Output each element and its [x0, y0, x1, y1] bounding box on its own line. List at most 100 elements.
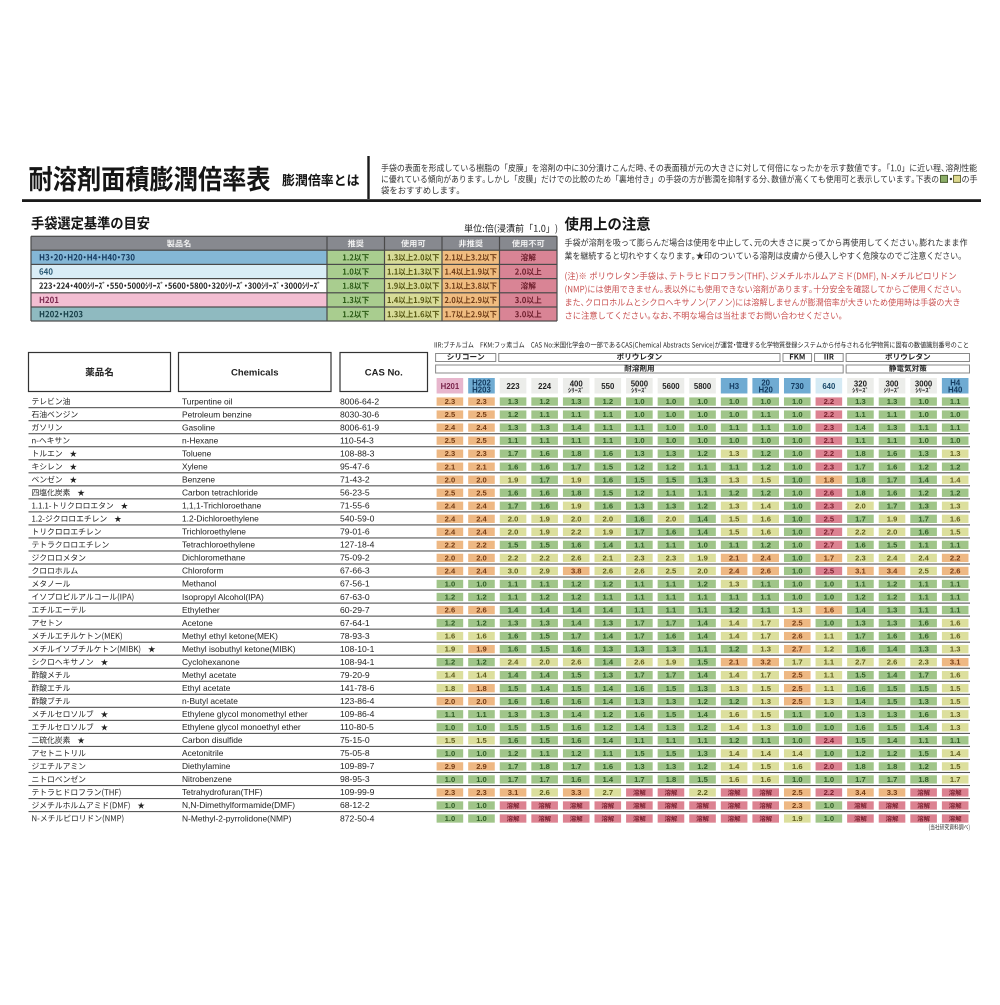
svg-text:1.6: 1.6 [918, 619, 929, 628]
svg-text:1.6: 1.6 [760, 527, 771, 536]
svg-text:1.2: 1.2 [697, 580, 708, 589]
svg-text:1.2: 1.2 [697, 762, 708, 771]
svg-text:1.3: 1.3 [950, 710, 961, 719]
svg-text:1.5: 1.5 [666, 749, 677, 758]
svg-text:1.0: 1.0 [760, 436, 771, 445]
svg-text:2.7: 2.7 [792, 645, 803, 654]
svg-text:1.1: 1.1 [729, 540, 740, 549]
svg-text:1.6: 1.6 [508, 645, 519, 654]
svg-text:1.6: 1.6 [571, 540, 582, 549]
svg-text:1.1: 1.1 [729, 423, 740, 432]
svg-text:Toluene: Toluene [182, 448, 212, 458]
svg-text:1.1: 1.1 [539, 436, 550, 445]
svg-text:1.0: 1.0 [824, 710, 835, 719]
svg-text:2.4: 2.4 [476, 423, 487, 432]
svg-text:1.5: 1.5 [697, 775, 708, 784]
svg-text:1.1: 1.1 [950, 397, 961, 406]
svg-text:1.3: 1.3 [603, 671, 614, 680]
svg-text:1.7: 1.7 [634, 671, 645, 680]
svg-text:2.7: 2.7 [855, 658, 866, 667]
svg-text:1.5: 1.5 [539, 736, 550, 745]
svg-text:1.1: 1.1 [760, 410, 771, 419]
svg-text:1.0: 1.0 [824, 593, 835, 602]
svg-text:1.3: 1.3 [824, 697, 835, 706]
svg-text:H201: H201 [441, 382, 460, 391]
svg-text:1.4: 1.4 [571, 606, 582, 615]
svg-text:1.2: 1.2 [476, 593, 487, 602]
svg-text:1.1: 1.1 [539, 410, 550, 419]
svg-text:1.2: 1.2 [476, 619, 487, 628]
svg-text:1.0: 1.0 [950, 410, 961, 419]
svg-text:2.1: 2.1 [729, 658, 740, 667]
svg-text:1.7: 1.7 [950, 775, 961, 784]
svg-text:1.2: 1.2 [950, 462, 961, 471]
svg-text:2.9: 2.9 [476, 762, 487, 771]
svg-text:2.7: 2.7 [603, 788, 614, 797]
svg-text:1.7: 1.7 [887, 501, 898, 510]
svg-text:1.5: 1.5 [729, 527, 740, 536]
svg-text:2.4: 2.4 [508, 658, 519, 667]
svg-text:1.5: 1.5 [729, 514, 740, 523]
svg-text:Cyclohexanone: Cyclohexanone [182, 657, 240, 667]
svg-text:Chloroform: Chloroform [182, 566, 223, 576]
svg-text:1.1: 1.1 [476, 710, 487, 719]
svg-text:Diethylamine: Diethylamine [182, 761, 231, 771]
svg-text:1.4: 1.4 [603, 658, 614, 667]
svg-text:1.0: 1.0 [950, 436, 961, 445]
svg-text:1.2: 1.2 [445, 658, 456, 667]
svg-text:1.6: 1.6 [887, 449, 898, 458]
svg-text:1.0: 1.0 [729, 436, 740, 445]
svg-text:Chemicals: Chemicals [231, 368, 279, 379]
svg-text:2.5: 2.5 [476, 410, 487, 419]
svg-text:2.5: 2.5 [792, 697, 803, 706]
svg-text:1.2: 1.2 [445, 619, 456, 628]
svg-text:Xylene: Xylene [182, 461, 208, 471]
svg-text:1.2: 1.2 [571, 749, 582, 758]
svg-text:Ethylether: Ethylether [182, 605, 220, 615]
svg-text:2.3: 2.3 [918, 658, 929, 667]
svg-text:1.1: 1.1 [539, 749, 550, 758]
svg-text:98-95-3: 98-95-3 [340, 774, 370, 784]
svg-text:400: 400 [570, 379, 584, 388]
svg-text:2.0: 2.0 [697, 566, 708, 575]
svg-text:141-78-6: 141-78-6 [340, 683, 375, 693]
svg-text:1.4: 1.4 [729, 762, 740, 771]
svg-text:1.0: 1.0 [666, 410, 677, 419]
svg-text:1.7: 1.7 [634, 527, 645, 536]
svg-text:1.9: 1.9 [792, 814, 803, 823]
svg-text:1.1: 1.1 [855, 436, 866, 445]
svg-text:2.3: 2.3 [476, 397, 487, 406]
svg-text:1.1: 1.1 [634, 593, 645, 602]
svg-text:1.7: 1.7 [855, 514, 866, 523]
svg-text:1.4: 1.4 [697, 710, 708, 719]
svg-text:1.3: 1.3 [760, 645, 771, 654]
svg-text:730: 730 [791, 382, 805, 391]
svg-text:1.1: 1.1 [697, 606, 708, 615]
svg-text:1.3: 1.3 [729, 449, 740, 458]
svg-text:872-50-4: 872-50-4 [340, 813, 375, 823]
svg-text:1.0: 1.0 [792, 514, 803, 523]
svg-text:1.6: 1.6 [539, 697, 550, 706]
svg-text:1.7: 1.7 [634, 632, 645, 641]
svg-text:1.5: 1.5 [918, 749, 929, 758]
svg-text:71-55-6: 71-55-6 [340, 501, 370, 511]
svg-text:1.4: 1.4 [571, 619, 582, 628]
svg-text:1.2: 1.2 [760, 449, 771, 458]
svg-text:1.0: 1.0 [476, 580, 487, 589]
svg-text:1.4: 1.4 [603, 684, 614, 693]
svg-text:1.1: 1.1 [918, 423, 929, 432]
svg-text:1.0: 1.0 [634, 410, 645, 419]
svg-text:1.3: 1.3 [697, 475, 708, 484]
svg-text:3.3: 3.3 [887, 788, 898, 797]
svg-text:1.5: 1.5 [918, 684, 929, 693]
svg-text:1.1: 1.1 [950, 736, 961, 745]
svg-text:1.1: 1.1 [729, 462, 740, 471]
svg-text:2.6: 2.6 [760, 566, 771, 575]
svg-text:1.4: 1.4 [603, 697, 614, 706]
svg-text:1.1: 1.1 [760, 736, 771, 745]
svg-text:1.3: 1.3 [950, 501, 961, 510]
svg-text:1.5: 1.5 [603, 488, 614, 497]
svg-text:1.1: 1.1 [603, 423, 614, 432]
svg-text:1.4: 1.4 [697, 619, 708, 628]
svg-text:1.5: 1.5 [666, 475, 677, 484]
